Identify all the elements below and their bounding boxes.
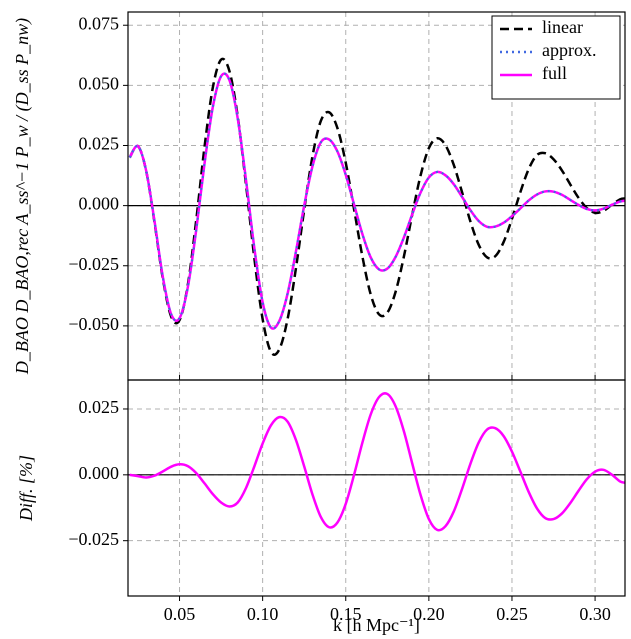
x-tick-label: 0.25: [496, 604, 528, 624]
data-line: [128, 57, 626, 356]
legend-label: full: [542, 63, 567, 83]
x-tick-label: 0.20: [413, 604, 445, 624]
y-tick-label: 0.000: [79, 463, 120, 483]
y-tick-label: 0.000: [79, 194, 120, 214]
y-tick-label: −0.050: [68, 314, 119, 334]
x-tick-label: 0.15: [330, 604, 362, 624]
x-axis-label: k [h Mpc⁻¹]: [333, 615, 420, 635]
legend-label: approx.: [542, 40, 596, 60]
y-axis-label: D_BAO D_BAO,rec A_ss^−1 P_w / (D_ss P_nw…: [12, 18, 33, 375]
y-tick-label: −0.025: [68, 529, 119, 549]
y-tick-label: 0.025: [79, 397, 120, 417]
y-tick-label: 0.050: [79, 73, 120, 93]
plot-frame: [127, 379, 626, 597]
x-tick-label: 0.10: [247, 604, 279, 624]
legend-label: linear: [542, 17, 583, 37]
data-line: [128, 72, 626, 330]
x-tick-label: 0.30: [579, 604, 611, 624]
data-line: [129, 392, 626, 532]
x-tick-label: 0.05: [164, 604, 196, 624]
y-tick-label: −0.025: [68, 254, 119, 274]
y-tick-label: 0.025: [79, 134, 120, 154]
y-tick-label: 0.075: [79, 13, 120, 33]
y-axis-label: Diff. [%]: [16, 455, 36, 522]
legend-box: [491, 15, 621, 100]
data-line: [128, 72, 626, 330]
